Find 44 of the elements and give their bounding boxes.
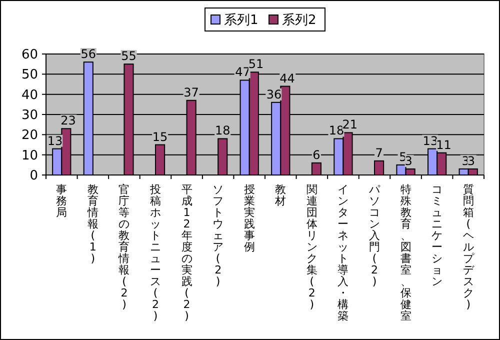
x-tick-label: 教育情報(1): [86, 183, 98, 265]
data-label: 55: [121, 49, 136, 64]
category-label: 官庁等の教育情報(2): [118, 183, 130, 311]
data-label: 36: [266, 87, 282, 102]
y-tick-label: 0: [30, 168, 38, 184]
category-label: 質問箱(ヘルプデスク): [462, 183, 474, 311]
data-label: 13: [422, 134, 438, 148]
data-label: 11: [436, 138, 452, 152]
legend-label: 系列2: [282, 13, 316, 28]
data-label: 21: [342, 118, 358, 132]
x-tick-label: 授業実践事例: [244, 183, 255, 254]
category-label: 特殊教育、図書室、保健室: [400, 183, 412, 322]
bar: [374, 160, 384, 176]
data-label: 18: [214, 124, 230, 138]
data-label: 23: [60, 114, 76, 128]
category-label: 平成12年度の実践(2): [181, 183, 192, 322]
x-tick-label: 教材: [274, 183, 286, 208]
data-label: 3: [467, 154, 475, 168]
bar: [311, 162, 322, 176]
data-label: 15: [152, 130, 168, 144]
y-tick-label: 50: [21, 68, 38, 83]
category-label: コミュニケーション: [432, 183, 443, 288]
y-tick-label: 30: [21, 108, 38, 124]
y-tick-label: 10: [21, 148, 38, 164]
data-label: 51: [248, 57, 264, 72]
data-label: 18: [328, 124, 344, 138]
data-label: 37: [184, 85, 199, 100]
data-label: 56: [80, 47, 96, 62]
legend-label: 系列1: [224, 13, 258, 28]
category-label: インターネット導入・構築: [338, 183, 349, 322]
data-label: 7: [375, 146, 383, 160]
y-tick-label: 60: [21, 48, 38, 63]
data-label: 6: [312, 148, 320, 162]
x-tick-label: 事務局: [56, 183, 68, 219]
data-label: 47: [235, 65, 250, 80]
category-label: ソフトウェア(2): [212, 183, 224, 288]
data-label: 44: [280, 71, 295, 86]
y-tick-label: 20: [21, 128, 38, 144]
data-label: 13: [47, 134, 63, 148]
category-label: パソコン入門(2): [369, 183, 380, 288]
data-label: 3: [404, 154, 412, 168]
category-label: 投稿ホットニュース(2): [150, 183, 161, 322]
category-label: 関連団体リンク集(2): [306, 183, 318, 311]
y-tick-label: 40: [21, 88, 38, 103]
